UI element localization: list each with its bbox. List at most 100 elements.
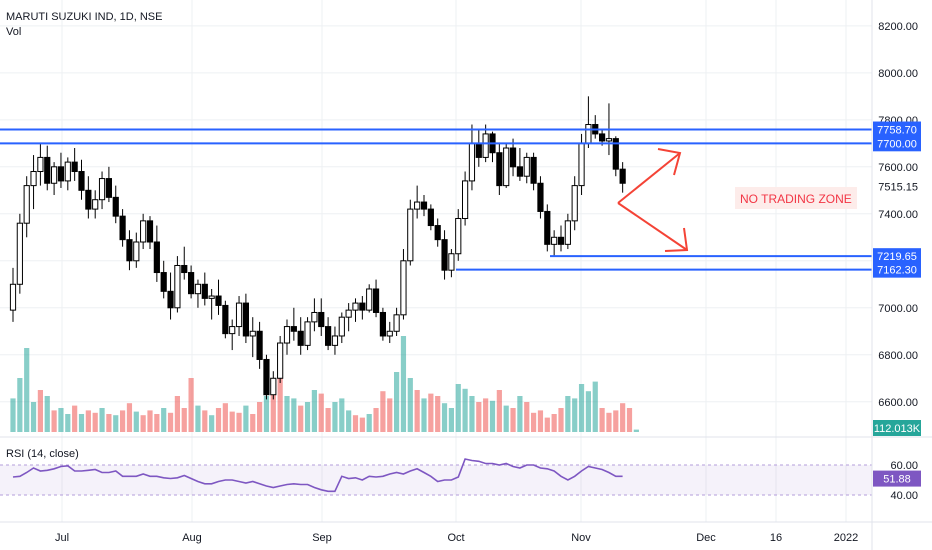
volume-bar <box>174 396 180 432</box>
volume-bar <box>352 415 359 432</box>
volume-bar <box>263 396 270 432</box>
volume-bar <box>578 384 585 432</box>
candle-body <box>359 302 366 311</box>
volume-bar <box>373 408 379 432</box>
candle-body <box>462 180 469 219</box>
volume-bar <box>400 336 407 432</box>
volume-bar <box>339 398 345 432</box>
candle-body <box>537 182 544 212</box>
volume-bar <box>270 386 276 432</box>
candle-body <box>249 330 256 337</box>
rsi-label: RSI (14, close) <box>6 448 79 460</box>
time-tick-label: 16 <box>770 532 782 544</box>
volume-bar <box>243 405 249 432</box>
volume-bar <box>537 410 544 432</box>
candle-body <box>126 239 133 262</box>
candle-body <box>571 185 578 222</box>
volume-bar <box>99 408 105 432</box>
volume-bar <box>44 396 50 432</box>
candle-body <box>338 316 345 337</box>
candle-body <box>599 133 606 142</box>
volume-bar <box>421 398 427 432</box>
level-badge-bg <box>873 248 921 265</box>
volume-bar <box>161 408 167 432</box>
volume-bar <box>599 408 605 432</box>
volume-bar <box>284 396 290 432</box>
candle-body <box>503 147 510 187</box>
volume-bar <box>17 378 23 432</box>
level-lines[interactable] <box>0 128 872 271</box>
candle-body <box>16 222 23 285</box>
candle-body <box>441 239 448 271</box>
volume-bar <box>496 390 502 432</box>
candle-body <box>277 342 284 379</box>
candle-body <box>290 326 297 332</box>
candle-body <box>325 326 332 346</box>
volume-bar <box>209 415 215 432</box>
time-tick-label: Sep <box>312 532 332 544</box>
volume-bar <box>332 402 338 432</box>
volume-bar <box>304 402 311 432</box>
candle-body <box>605 138 613 142</box>
level-badge: 7700.00 <box>877 138 917 150</box>
candle-body <box>112 196 119 217</box>
candle-body <box>331 335 339 346</box>
candle-body <box>434 225 441 241</box>
volume-bar <box>257 402 263 432</box>
volume-bar <box>613 410 619 432</box>
level-badge: 7758.70 <box>877 125 917 137</box>
volume-bar <box>544 417 550 432</box>
candle-body <box>468 142 476 182</box>
volume-bar <box>620 403 626 432</box>
volume-bar <box>517 396 523 432</box>
volume-bar <box>469 396 475 432</box>
volume-label: Vol <box>6 26 22 38</box>
volume-bar <box>65 414 71 432</box>
candle-body <box>167 290 174 309</box>
volume-bar <box>572 398 578 432</box>
volume-bar <box>366 414 372 432</box>
volume-bar <box>222 403 228 432</box>
time-axis[interactable]: Jul Aug Sep Oct Nov Dec 16 2022 <box>55 532 858 544</box>
candle-body <box>201 283 208 299</box>
price-axis[interactable]: 6600.006800.007000.007200.007400.007600.… <box>878 21 918 409</box>
volume-bar <box>346 410 352 432</box>
volume-bar <box>133 411 139 432</box>
candle-body <box>386 330 393 337</box>
volume-bars <box>10 336 639 432</box>
symbol-title: MARUTI SUZUKI IND, 1D, NSE <box>6 11 163 23</box>
price-tick-label: 8200.00 <box>878 21 918 33</box>
volume-bar <box>147 410 153 432</box>
candle-body <box>92 199 99 210</box>
candle-body <box>98 178 106 201</box>
candle-body <box>455 218 462 255</box>
candle-body <box>71 161 78 173</box>
volume-bar <box>414 390 420 432</box>
candle-body <box>78 171 85 191</box>
volume-bar <box>435 396 441 432</box>
candle-body <box>30 171 37 187</box>
volume-bar <box>113 415 119 432</box>
volume-bar <box>215 408 222 432</box>
candle-body <box>64 161 71 182</box>
candle-body <box>564 220 571 245</box>
candle-body <box>85 189 92 210</box>
candle-body <box>153 241 160 274</box>
volume-bar <box>551 414 557 432</box>
time-tick-label: 2022 <box>834 532 858 544</box>
level-badge-bg <box>873 121 921 138</box>
candle-body <box>37 156 44 173</box>
candle-body <box>345 309 352 318</box>
candle-body <box>393 314 400 332</box>
annotation-arrows <box>617 148 689 252</box>
candle-body <box>44 156 51 184</box>
candle-body <box>448 253 455 271</box>
candle-body <box>263 358 270 396</box>
candle-body <box>530 156 537 184</box>
volume-bar <box>250 414 256 432</box>
candle-body <box>557 236 565 245</box>
price-tick-label: 7400.00 <box>878 209 918 221</box>
price-tick-label: 6800.00 <box>878 350 918 362</box>
rsi-badge: 51.88 <box>883 474 911 486</box>
